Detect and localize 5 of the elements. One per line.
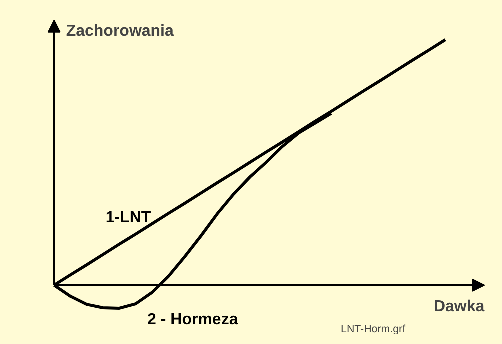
y-axis-title: Zachorowania (66, 22, 174, 40)
series-label: 2 - Hormeza (148, 311, 238, 328)
text: LNT-Horm.grf (341, 323, 406, 336)
x-axis-title: Dawka (434, 298, 485, 316)
series-label: 1-LNT (106, 209, 152, 226)
